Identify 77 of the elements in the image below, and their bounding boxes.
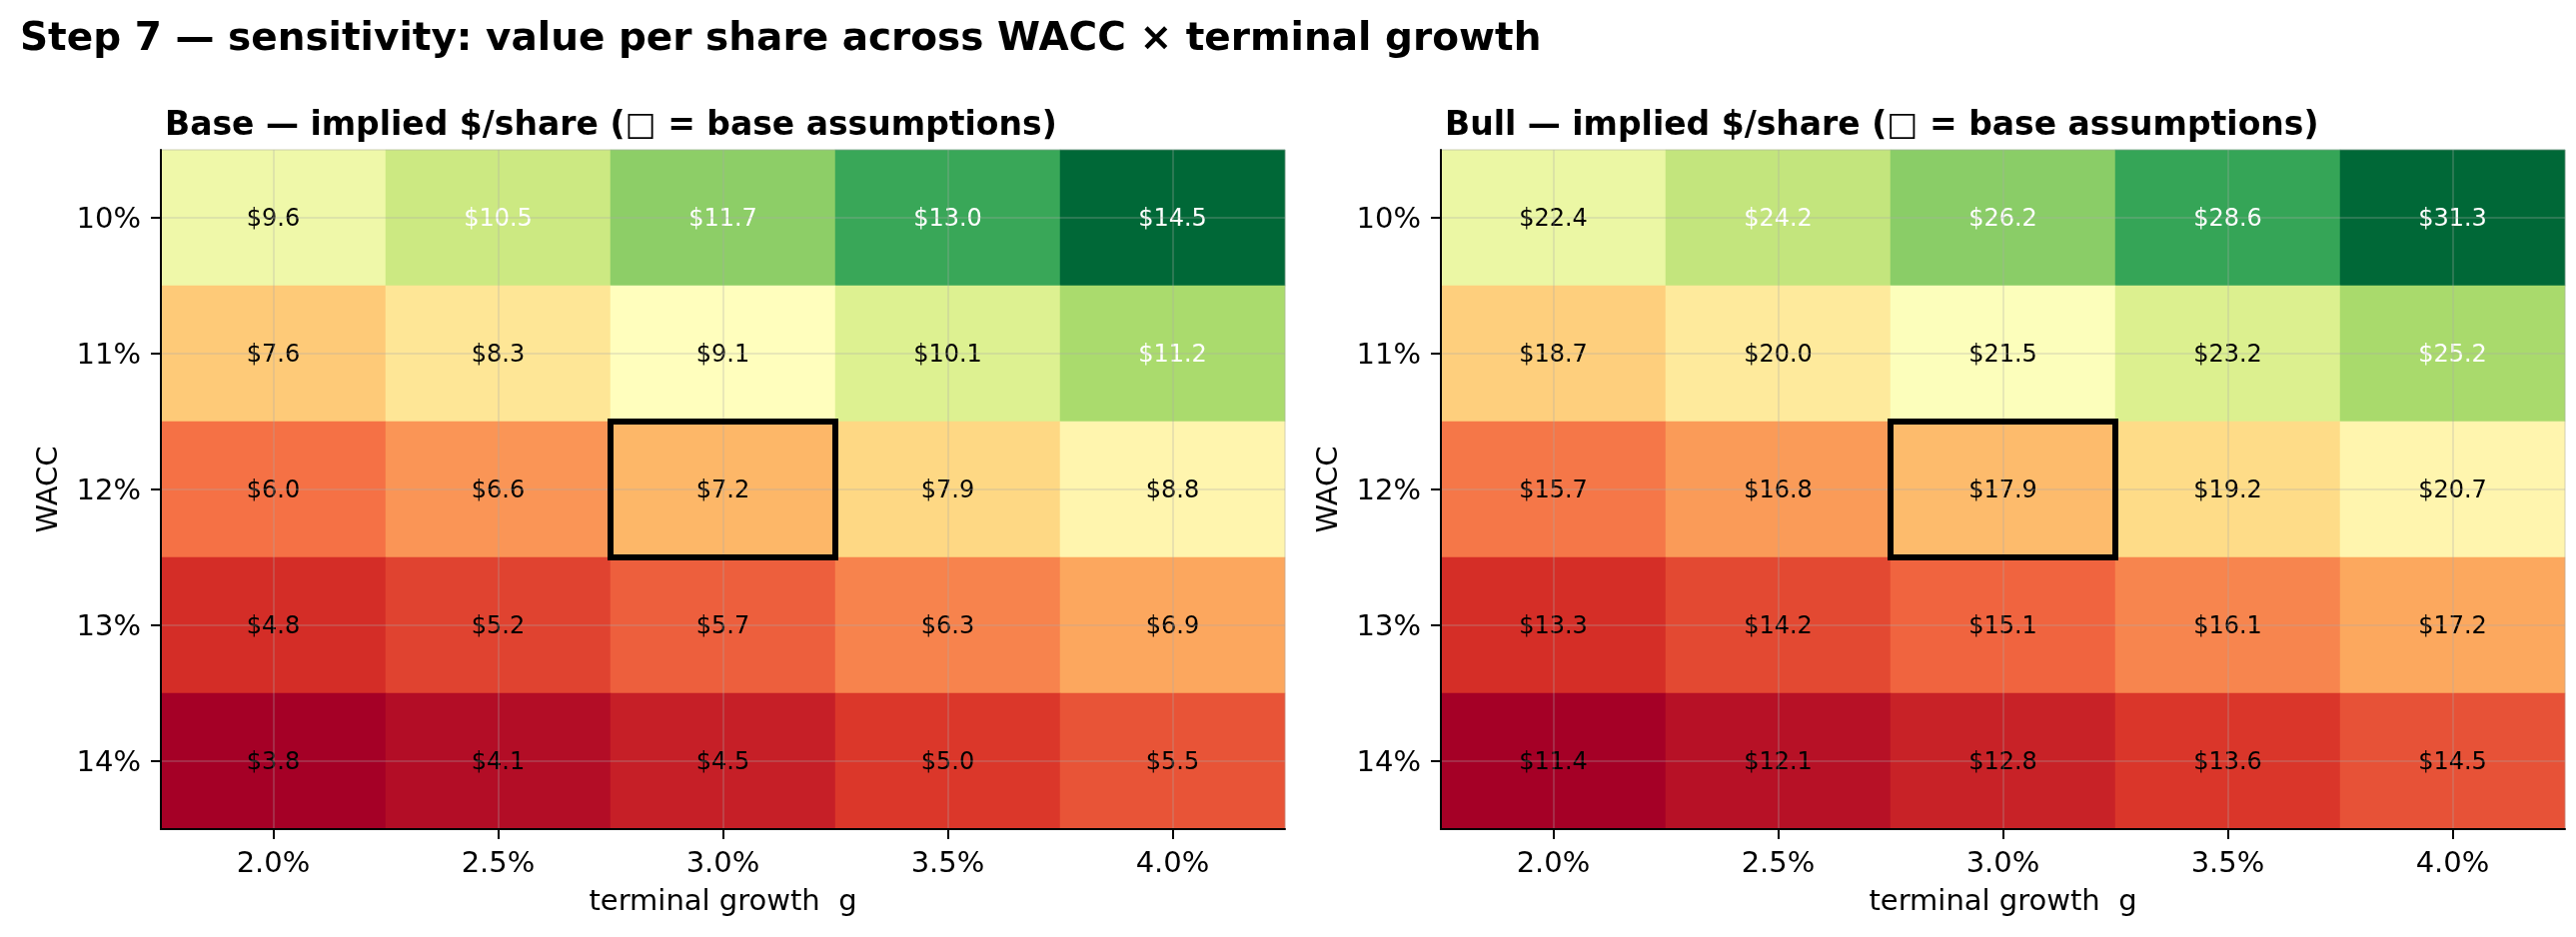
data-label: $31.3 [2418,204,2487,232]
data-label: $13.3 [1519,611,1588,639]
x-tick-label: 3.5% [2190,844,2265,879]
y-tick-label: 10% [76,201,141,235]
x-tick-label: 3.0% [685,844,760,879]
data-label: $10.1 [913,340,982,368]
y-axis-title: WACC [1309,446,1344,533]
y-tick-label: 11% [76,337,141,371]
data-label: $14.5 [1138,204,1207,232]
data-label: $12.8 [1968,747,2037,775]
data-label: $4.1 [471,747,526,775]
data-label: $18.7 [1519,340,1588,368]
data-label: $26.2 [1968,204,2037,232]
y-tick-label: 12% [1356,472,1421,506]
data-label: $16.1 [2193,611,2262,639]
data-label: $7.9 [920,475,975,503]
y-axis-title: WACC [29,446,64,533]
data-label: $6.6 [471,475,526,503]
data-label: $24.2 [1744,204,1813,232]
data-label: $14.2 [1744,611,1813,639]
x-tick-label: 2.5% [1741,844,1816,879]
data-label: $8.3 [471,340,526,368]
data-label: $3.8 [246,747,301,775]
data-label: $17.9 [1968,475,2037,503]
data-label: $9.1 [695,340,750,368]
x-tick-label: 4.0% [1135,844,1210,879]
x-axis-title: terminal growth g [589,882,857,917]
data-label: $14.5 [2418,747,2487,775]
data-label: $7.6 [246,340,301,368]
data-label: $8.8 [1145,475,1200,503]
data-label: $15.7 [1519,475,1588,503]
data-label: $7.2 [695,475,750,503]
data-label: $9.6 [246,204,301,232]
data-label: $6.0 [246,475,301,503]
data-label: $15.1 [1968,611,2037,639]
data-label: $10.5 [464,204,533,232]
y-tick-label: 13% [1356,608,1421,642]
x-tick-label: 3.0% [1965,844,2040,879]
x-tick-label: 2.0% [1516,844,1591,879]
data-label: $23.2 [2193,340,2262,368]
x-tick-label: 2.5% [461,844,536,879]
data-label: $6.9 [1145,611,1200,639]
x-tick-label: 2.0% [236,844,311,879]
y-tick-label: 14% [76,744,141,778]
y-tick-label: 10% [1356,201,1421,235]
data-label: $12.1 [1744,747,1813,775]
data-label: $13.6 [2193,747,2262,775]
data-label: $21.5 [1968,340,2037,368]
data-label: $11.7 [688,204,757,232]
data-label: $5.2 [471,611,526,639]
data-label: $5.7 [695,611,750,639]
data-label: $22.4 [1519,204,1588,232]
y-tick-label: 13% [76,608,141,642]
data-label: $20.0 [1744,340,1813,368]
data-label: $5.0 [920,747,975,775]
chart-subtitle: Bull — implied $/share (□ = base assumptions) [1445,104,2319,143]
data-label: $6.3 [920,611,975,639]
x-tick-label: 3.5% [910,844,985,879]
data-label: $28.6 [2193,204,2262,232]
x-axis-title: terminal growth g [1869,882,2137,917]
data-label: $19.2 [2193,475,2262,503]
data-label: $17.2 [2418,611,2487,639]
data-label: $4.5 [695,747,750,775]
data-label: $11.4 [1519,747,1588,775]
y-tick-label: 14% [1356,744,1421,778]
chart-subtitle: Base — implied $/share (□ = base assumptions) [165,104,1057,143]
data-label: $4.8 [246,611,301,639]
data-label: $5.5 [1145,747,1200,775]
data-label: $25.2 [2418,340,2487,368]
data-label: $11.2 [1138,340,1207,368]
y-tick-label: 12% [76,472,141,506]
data-label: $13.0 [913,204,982,232]
x-tick-label: 4.0% [2415,844,2490,879]
chart-title: Step 7 — sensitivity: value per share across WACC × terminal growth [20,14,1542,60]
data-label: $16.8 [1744,475,1813,503]
data-label: $20.7 [2418,475,2487,503]
y-tick-label: 11% [1356,337,1421,371]
